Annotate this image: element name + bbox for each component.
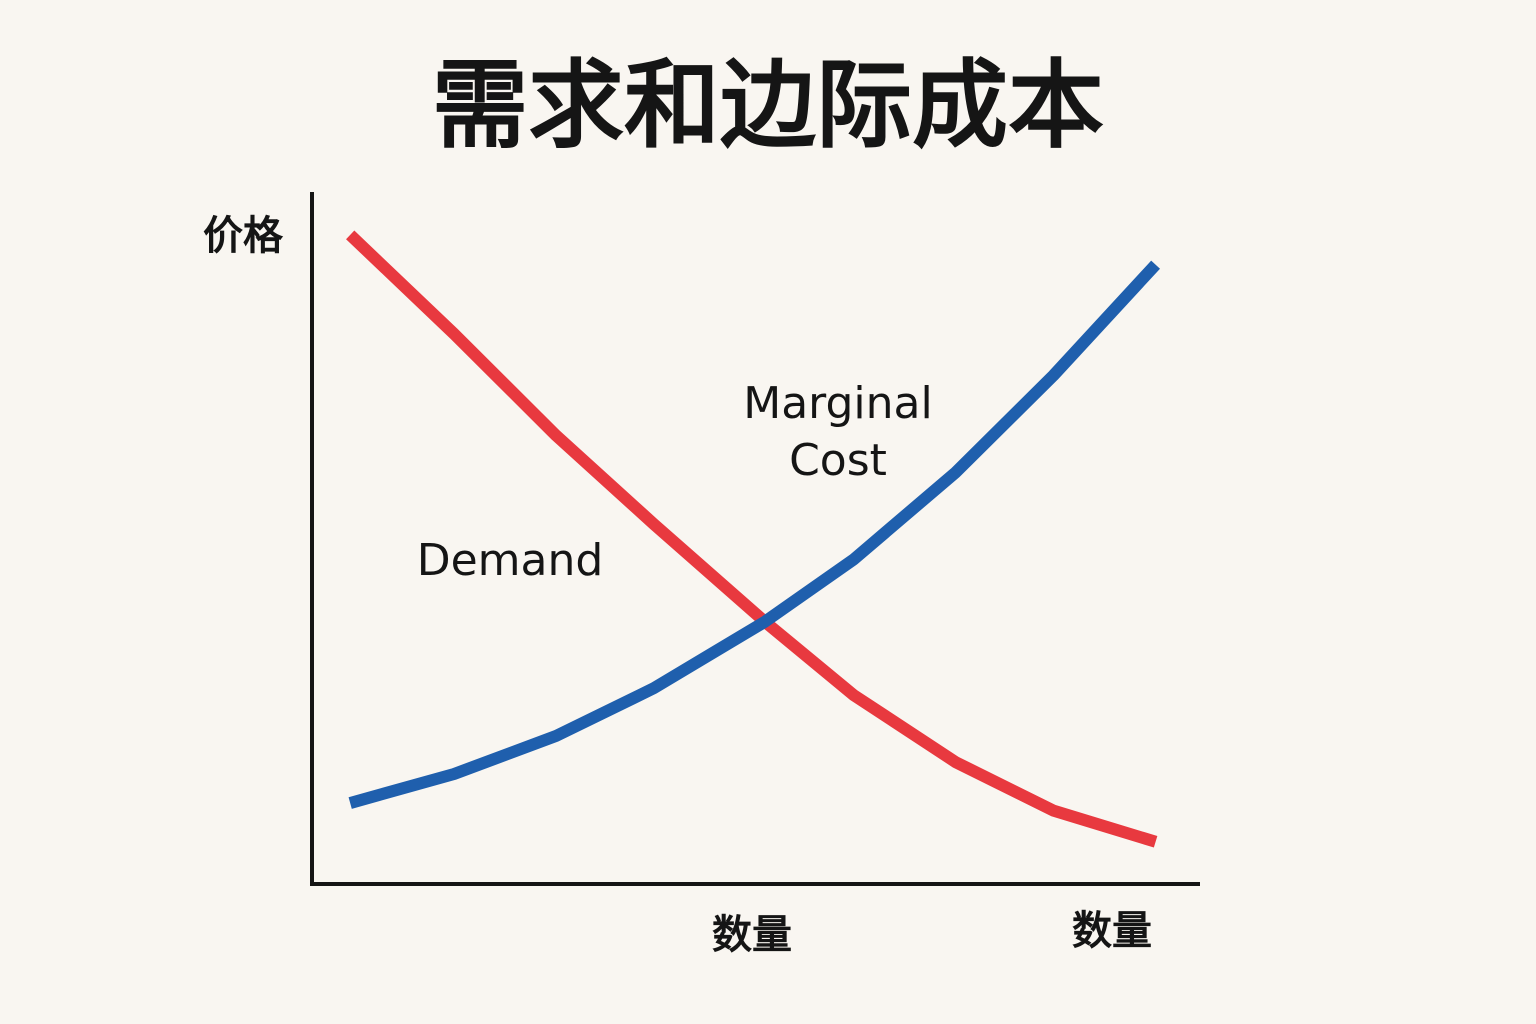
series-label: Demand: [416, 535, 604, 586]
x-axis-label: 数量: [712, 912, 792, 958]
line: [348, 260, 1161, 809]
y-axis-label: 价格: [203, 213, 284, 259]
series-label: Marginal Cost: [743, 378, 933, 486]
chart-title: 需求和边际成本: [432, 49, 1104, 161]
x-axis-label: 数量: [1072, 908, 1152, 954]
